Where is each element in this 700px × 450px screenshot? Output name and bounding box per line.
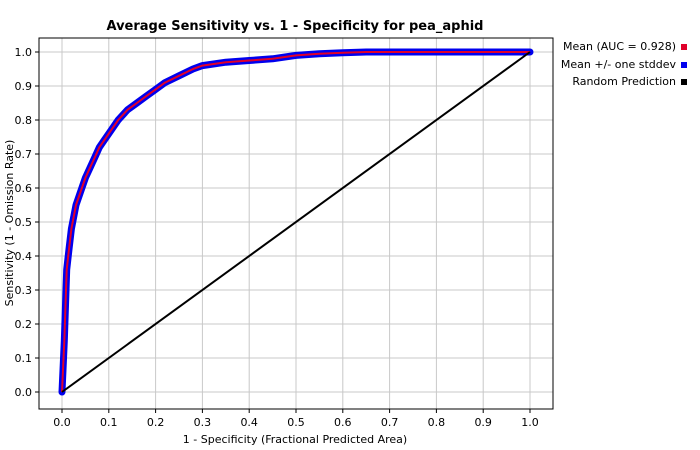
x-tick-label: 0.2 [147,416,165,429]
y-axis-label: Sensitivity (1 - Omission Rate) [3,140,16,307]
data-series [58,48,534,396]
x-tick-label: 0.3 [194,416,212,429]
legend: Mean (AUC = 0.928) Mean +/- one stddev Ran… [561,40,687,88]
legend-label: Random Prediction [572,75,676,88]
axis-ticks: 0.0 0.1 0.2 0.3 0.4 0.5 0.6 0.7 0.8 0.9 1.0 0.0 0.1 0… [15,46,539,429]
x-tick-label: 0.4 [240,416,258,429]
legend-swatch [681,44,687,50]
chart-title: Average Sensitivity vs. 1 - Specificity … [106,19,483,34]
legend-label: Mean (AUC = 0.928) [563,40,676,53]
legend-swatch [681,62,687,68]
x-tick-label: 0.5 [287,416,305,429]
y-tick-label: 0.7 [15,148,33,161]
y-tick-label: 0.3 [15,284,33,297]
x-tick-label: 0.7 [381,416,399,429]
legend-swatch [681,79,687,85]
x-tick-label: 0.1 [100,416,118,429]
x-axis-label: 1 - Specificity (Fractional Predicted Ar… [183,433,407,446]
y-tick-label: 0.5 [15,216,33,229]
y-tick-label: 0.9 [15,80,33,93]
x-tick-label: 0.6 [334,416,352,429]
legend-label: Mean +/- one stddev [561,58,677,71]
mean-roc-line [61,51,530,393]
x-tick-label: 0.0 [53,416,71,429]
x-tick-label: 0.8 [428,416,446,429]
y-tick-label: 0.4 [15,250,33,263]
x-tick-label: 0.9 [474,416,492,429]
y-tick-label: 1.0 [15,46,33,59]
y-tick-label: 0.6 [15,182,33,195]
y-tick-label: 0.0 [15,386,33,399]
x-tick-label: 1.0 [521,416,539,429]
y-tick-label: 0.2 [15,318,33,331]
y-tick-label: 0.1 [15,352,33,365]
y-tick-label: 0.8 [15,114,33,127]
random-prediction-line [61,51,531,393]
